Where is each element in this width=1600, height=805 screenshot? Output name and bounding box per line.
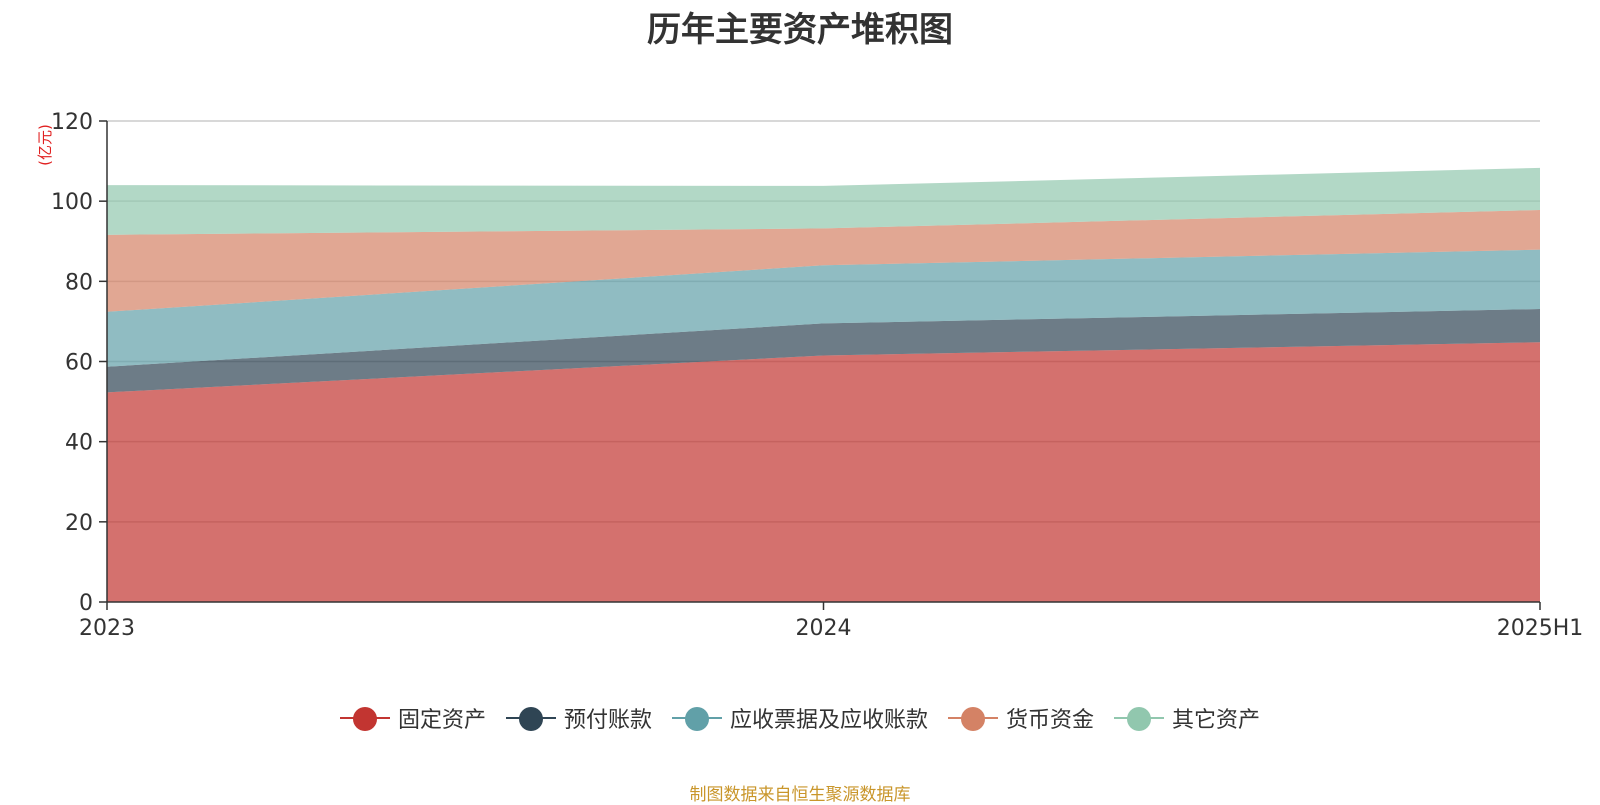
legend-marker-icon xyxy=(1114,706,1165,731)
y-tick-label: 80 xyxy=(65,270,93,295)
area-series-3 xyxy=(107,249,1540,367)
chart-title: 历年主要资产堆积图 xyxy=(647,10,953,50)
y-tick-label: 40 xyxy=(65,431,93,456)
legend-marker-icon xyxy=(948,706,998,731)
y-tick-label: 60 xyxy=(65,351,93,376)
legend-marker-icon xyxy=(671,706,722,731)
legend-label: 应收票据及应收账款 xyxy=(729,708,928,733)
legend-marker-icon xyxy=(505,706,556,731)
y-tick-label: 20 xyxy=(65,511,93,536)
x-tick-label: 2023 xyxy=(79,616,135,641)
y-tick-label: 120 xyxy=(51,110,93,135)
legend-label: 货币资金 xyxy=(1006,708,1095,733)
legend-item-3[interactable]: 应收票据及应收账款 xyxy=(671,702,928,734)
axes: 0 20 40 60 80 100 120 2023 2024 2025H1 xyxy=(51,110,1583,641)
legend-item-1[interactable]: 固定资产 xyxy=(339,702,486,734)
x-tick-label: 2025H1 xyxy=(1497,616,1584,641)
legend-item-5[interactable]: 其它资产 xyxy=(1114,702,1260,734)
area-series xyxy=(107,167,1540,602)
source-note: 制图数据来自恒生聚源数据库 xyxy=(689,785,911,805)
area-series-2 xyxy=(107,308,1540,393)
legend-item-4[interactable]: 货币资金 xyxy=(948,702,1094,734)
y-tick-label: 0 xyxy=(79,591,93,616)
y-tick-label: 100 xyxy=(51,190,93,215)
area-series-4 xyxy=(107,209,1540,312)
area-series-5 xyxy=(107,167,1540,235)
legend-label: 其它资产 xyxy=(1172,708,1261,733)
legend-label: 预付账款 xyxy=(563,708,652,733)
legend-marker-icon xyxy=(339,706,390,731)
x-tick-label: 2024 xyxy=(796,616,852,641)
area-series-1 xyxy=(107,342,1540,602)
legend-label: 固定资产 xyxy=(397,708,486,733)
legend: 固定资产 预付账款 应收票据及应收账款 货币资金 其它资产 xyxy=(0,703,1600,733)
stacked-area-chart: 0 20 40 60 80 100 120 2023 2024 2025H1 (亿元) xyxy=(36,110,1583,641)
y-axis-unit: (亿元) xyxy=(36,124,54,166)
legend-item-2[interactable]: 预付账款 xyxy=(505,702,652,734)
